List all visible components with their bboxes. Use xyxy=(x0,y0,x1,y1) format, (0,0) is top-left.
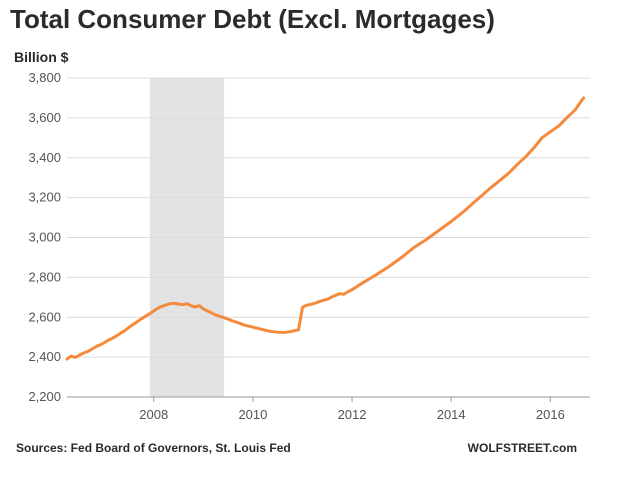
y-tick-label: 3,400 xyxy=(28,150,61,165)
x-tick-label: 2014 xyxy=(437,407,466,422)
x-tick-label: 2016 xyxy=(536,407,565,422)
y-tick-label: 2,200 xyxy=(28,389,61,404)
gridlines xyxy=(67,77,590,398)
x-axis-ticks: 2008 2010 2012 2014 2016 xyxy=(139,397,565,422)
y-axis-label: Billion $ xyxy=(14,49,69,65)
y-tick-label: 3,200 xyxy=(28,190,61,205)
y-tick-label: 2,400 xyxy=(28,349,61,364)
x-tick-label: 2008 xyxy=(139,407,168,422)
y-tick-label: 2,800 xyxy=(28,269,61,284)
x-tick-label: 2010 xyxy=(238,407,267,422)
series-line xyxy=(65,96,586,361)
source-note: Sources: Fed Board of Governors, St. Lou… xyxy=(16,441,291,455)
y-axis-tick-labels: 2,200 2,400 2,600 2,800 3,000 3,200 3,400 3,600… xyxy=(28,70,61,404)
brand-credit: WOLFSTREET.com xyxy=(468,441,577,455)
y-tick-label: 3,800 xyxy=(28,70,61,85)
y-tick-label: 3,600 xyxy=(28,110,61,125)
x-tick-label: 2012 xyxy=(338,407,367,422)
chart-title: Total Consumer Debt (Excl. Mortgages) xyxy=(10,4,495,34)
y-tick-label: 2,600 xyxy=(28,309,61,324)
series-layer xyxy=(65,96,586,361)
y-tick-label: 3,000 xyxy=(28,230,61,245)
